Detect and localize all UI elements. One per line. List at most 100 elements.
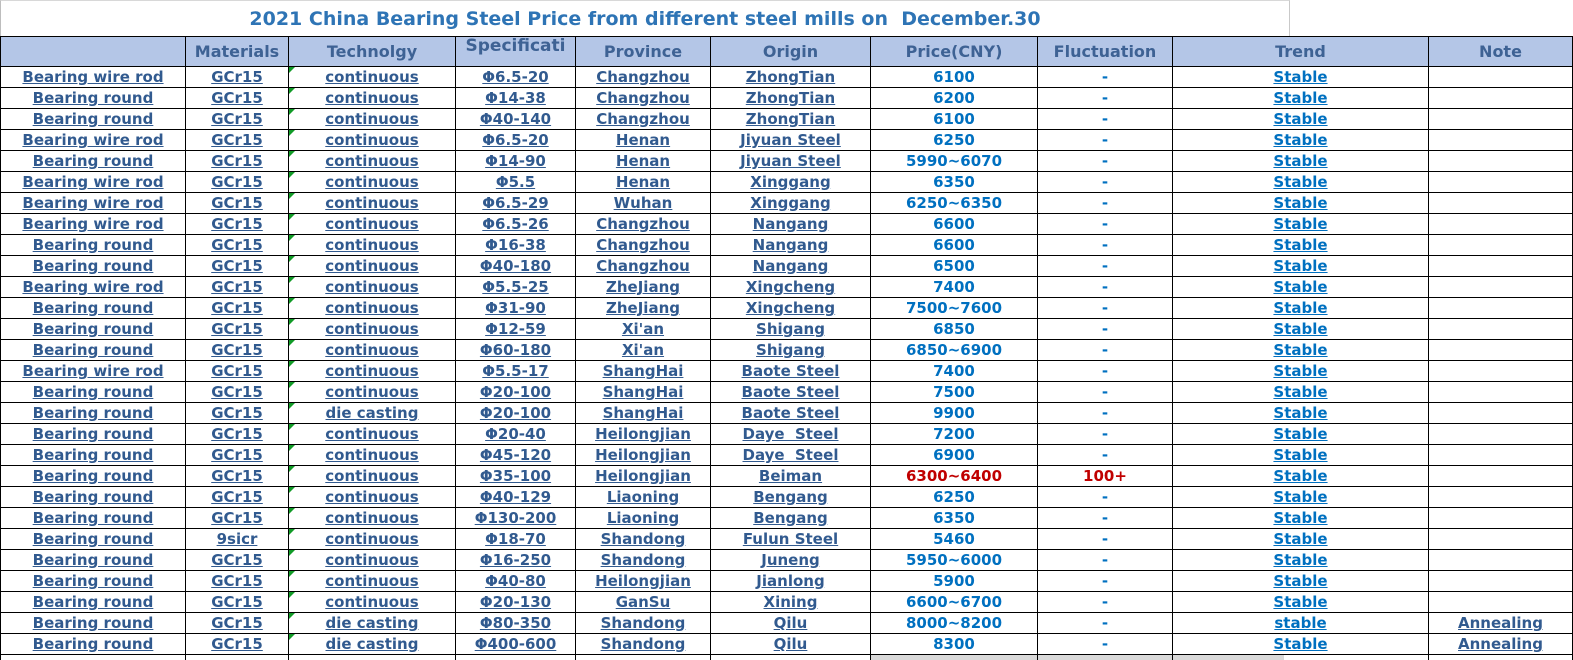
cell-text: ZheJiang xyxy=(606,278,680,296)
cell-product: Bearing round xyxy=(1,340,186,361)
cell-text: - xyxy=(1101,257,1109,275)
cell-technology: continuous xyxy=(289,424,456,445)
cell-text: 6250 xyxy=(933,488,975,506)
column-header-label: Materials xyxy=(194,42,280,61)
cell-specification: Φ40-80 xyxy=(456,571,576,592)
cell-specification: Φ31-90 xyxy=(456,298,576,319)
table-header-row: Materials Technolgy Specificati Province Ori… xyxy=(1,37,1573,67)
cell-note xyxy=(1429,319,1573,340)
cell-text: continuous xyxy=(325,89,419,107)
column-header-specificati: Specificati xyxy=(456,37,576,67)
cell-text: - xyxy=(1101,530,1109,548)
cell-text: Φ60-180 xyxy=(479,341,552,359)
cell-specification: Φ60-180 xyxy=(456,340,576,361)
cell-fluctuation: 100+ xyxy=(1038,466,1173,487)
cell-text: Annealing xyxy=(1458,635,1543,653)
cell-origin: Daye Steel xyxy=(711,445,871,466)
cell-price: 5460 xyxy=(871,529,1038,550)
cell-text: - xyxy=(1101,194,1109,212)
cell-note xyxy=(1429,424,1573,445)
cell-specification: Φ45-120 xyxy=(456,445,576,466)
table-row: Bearing round GCr15 continuous Φ130-200 Liao… xyxy=(1,508,1573,529)
cell-price: 6850 xyxy=(871,319,1038,340)
cell-text: Stable xyxy=(1273,572,1328,590)
cell-text: Changzhou xyxy=(596,257,690,275)
cell-text: 6100 xyxy=(933,68,975,86)
cell-text: - xyxy=(1101,572,1109,590)
error-indicator-triangle-icon xyxy=(289,466,295,472)
cell-text: GCr15 xyxy=(211,110,263,128)
table-row: Bearing round GCr15 continuous Φ40-140 Chang… xyxy=(1,109,1573,130)
cell-text: GCr15 xyxy=(211,89,263,107)
cell-product: Bearing wire rod xyxy=(1,277,186,298)
cell-note xyxy=(1429,571,1573,592)
cell-text: continuous xyxy=(325,362,419,380)
cell-origin: Jiyuan Steel xyxy=(711,151,871,172)
cell-text: Φ400-600 xyxy=(474,635,557,653)
cell-province: ZheJiang xyxy=(576,298,711,319)
cell-trend: Stable xyxy=(1173,319,1429,340)
cell-text: Φ5.5-25 xyxy=(482,278,549,296)
cell-province: Shandong xyxy=(576,550,711,571)
cell-text: Φ6.5-20 xyxy=(482,68,549,86)
table-row: Bearing round GCr15 continuous Φ16-250 Shand… xyxy=(1,550,1573,571)
cell-fluctuation: - xyxy=(1038,67,1173,88)
cell-origin: Jiyuan Steel xyxy=(711,130,871,151)
cell-fluctuation: - xyxy=(1038,487,1173,508)
cell-text: Beiman xyxy=(758,467,823,485)
cell-text: Changzhou xyxy=(596,110,690,128)
cell-fluctuation: - xyxy=(1038,88,1173,109)
cell-specification: Φ18-70 xyxy=(456,529,576,550)
cell-text: Φ35-100 xyxy=(479,467,552,485)
cell-price: 7400 xyxy=(871,361,1038,382)
cell-note xyxy=(1429,109,1573,130)
table-row: Bearing round GCr15 continuous Φ12-59 Xi'an S… xyxy=(1,319,1573,340)
column-header-label: Price(CNY) xyxy=(905,42,1003,61)
cell-text: - xyxy=(1101,173,1109,191)
cell-text: Stable xyxy=(1273,89,1328,107)
cell-text: Qilu xyxy=(773,614,808,632)
cell-trend: Stable xyxy=(1173,235,1429,256)
cell-text: Baote Steel xyxy=(741,362,840,380)
cell-text: continuous xyxy=(325,320,419,338)
cell-text: Stable xyxy=(1273,404,1328,422)
cell-text: Stable xyxy=(1273,362,1328,380)
cell-specification: Φ5.5-25 xyxy=(456,277,576,298)
cell-note xyxy=(1429,172,1573,193)
cell-price: 6600 xyxy=(871,235,1038,256)
cell-text: 7200 xyxy=(933,425,975,443)
cell-text: - xyxy=(1101,89,1109,107)
cell-text: Stable xyxy=(1273,467,1328,485)
cell-material: GCr15 xyxy=(186,424,289,445)
cell-text: Φ40-140 xyxy=(479,110,552,128)
cell-specification: Φ5.5-17 xyxy=(456,361,576,382)
cell-text: Nangang xyxy=(752,215,829,233)
cell-text: GCr15 xyxy=(211,404,263,422)
cell-text: Bearing wire rod xyxy=(22,68,164,86)
cell-material: GCr15 xyxy=(186,319,289,340)
cell-text: - xyxy=(1101,614,1109,632)
cell-text: Bearing round xyxy=(32,530,154,548)
cell-trend: Stable xyxy=(1173,424,1429,445)
cell-text: Changzhou xyxy=(596,236,690,254)
cell-fluctuation: - xyxy=(1038,550,1173,571)
cell-text: Φ40-180 xyxy=(479,257,552,275)
error-indicator-triangle-icon xyxy=(289,319,295,325)
cell-text: Xingcheng xyxy=(745,299,836,317)
table-row: Bearing round GCr15 continuous Φ35-100 Heilo… xyxy=(1,466,1573,487)
cell-text: 6350 xyxy=(933,173,975,191)
cell-text: Bearing round xyxy=(32,110,154,128)
cell-note xyxy=(1429,592,1573,613)
cell-text: - xyxy=(1101,509,1109,527)
error-indicator-triangle-icon xyxy=(289,508,295,514)
cell-text: 9sicr xyxy=(216,530,258,548)
cell-text: Φ31-90 xyxy=(485,299,546,317)
cell-text: - xyxy=(1101,551,1109,569)
cell-text: Xining xyxy=(763,593,818,611)
column-header-trend: Trend xyxy=(1173,37,1429,67)
column-header-blank xyxy=(1,37,186,67)
cell-text: die casting xyxy=(325,404,419,422)
cell-text: continuous xyxy=(325,236,419,254)
cell-province: Changzhou xyxy=(576,88,711,109)
cell-text: GCr15 xyxy=(211,383,263,401)
